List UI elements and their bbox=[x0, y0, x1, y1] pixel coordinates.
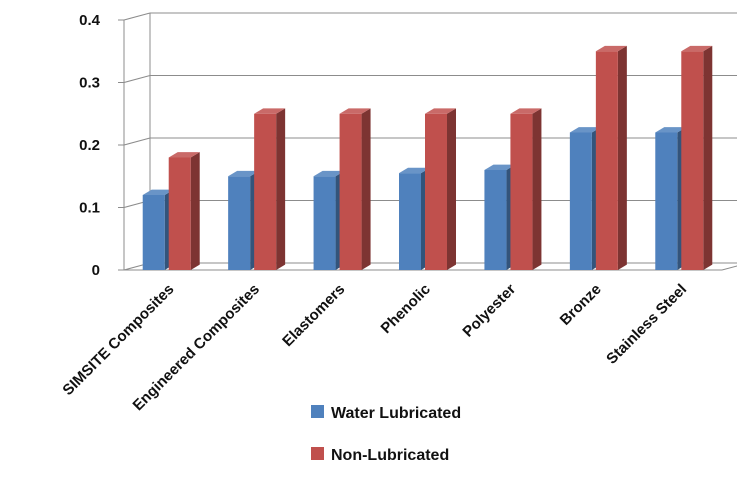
x-tick-label: Bronze bbox=[557, 281, 605, 329]
legend-swatch bbox=[311, 447, 324, 460]
gridline-side bbox=[123, 75, 151, 83]
bar-non-lubricated bbox=[168, 152, 200, 270]
bar-non-lubricated bbox=[425, 108, 456, 270]
legend: Water Lubricated Non-Lubricated bbox=[311, 405, 461, 464]
y-tick-label: 0.3 bbox=[79, 75, 100, 92]
gridline-side bbox=[123, 137, 151, 146]
legend-swatch bbox=[311, 405, 324, 418]
axis-layer bbox=[118, 13, 737, 271]
bar-non-lubricated bbox=[254, 108, 286, 270]
bar-non-lubricated bbox=[681, 45, 713, 270]
x-tick-label: Phenolic bbox=[378, 281, 434, 337]
bar-non-lubricated bbox=[595, 45, 627, 270]
y-tick-label: 0.2 bbox=[79, 137, 100, 154]
bar-non-lubricated bbox=[339, 108, 371, 270]
bar-non-lubricated bbox=[510, 108, 542, 270]
x-tick-label: Stainless Steel bbox=[603, 281, 690, 368]
y-tick-label: 0.1 bbox=[79, 200, 100, 217]
floor-edge bbox=[721, 265, 737, 271]
legend-label: Water Lubricated bbox=[331, 405, 461, 422]
x-tick-label: Elastomers bbox=[279, 281, 348, 350]
gridline-side bbox=[123, 12, 151, 21]
legend-label: Non-Lubricated bbox=[331, 447, 449, 464]
y-tick-label: 0 bbox=[92, 262, 100, 279]
x-tick-label: Polyester bbox=[459, 281, 519, 341]
bar-layer bbox=[142, 45, 713, 270]
y-tick-label: 0.4 bbox=[79, 12, 101, 29]
